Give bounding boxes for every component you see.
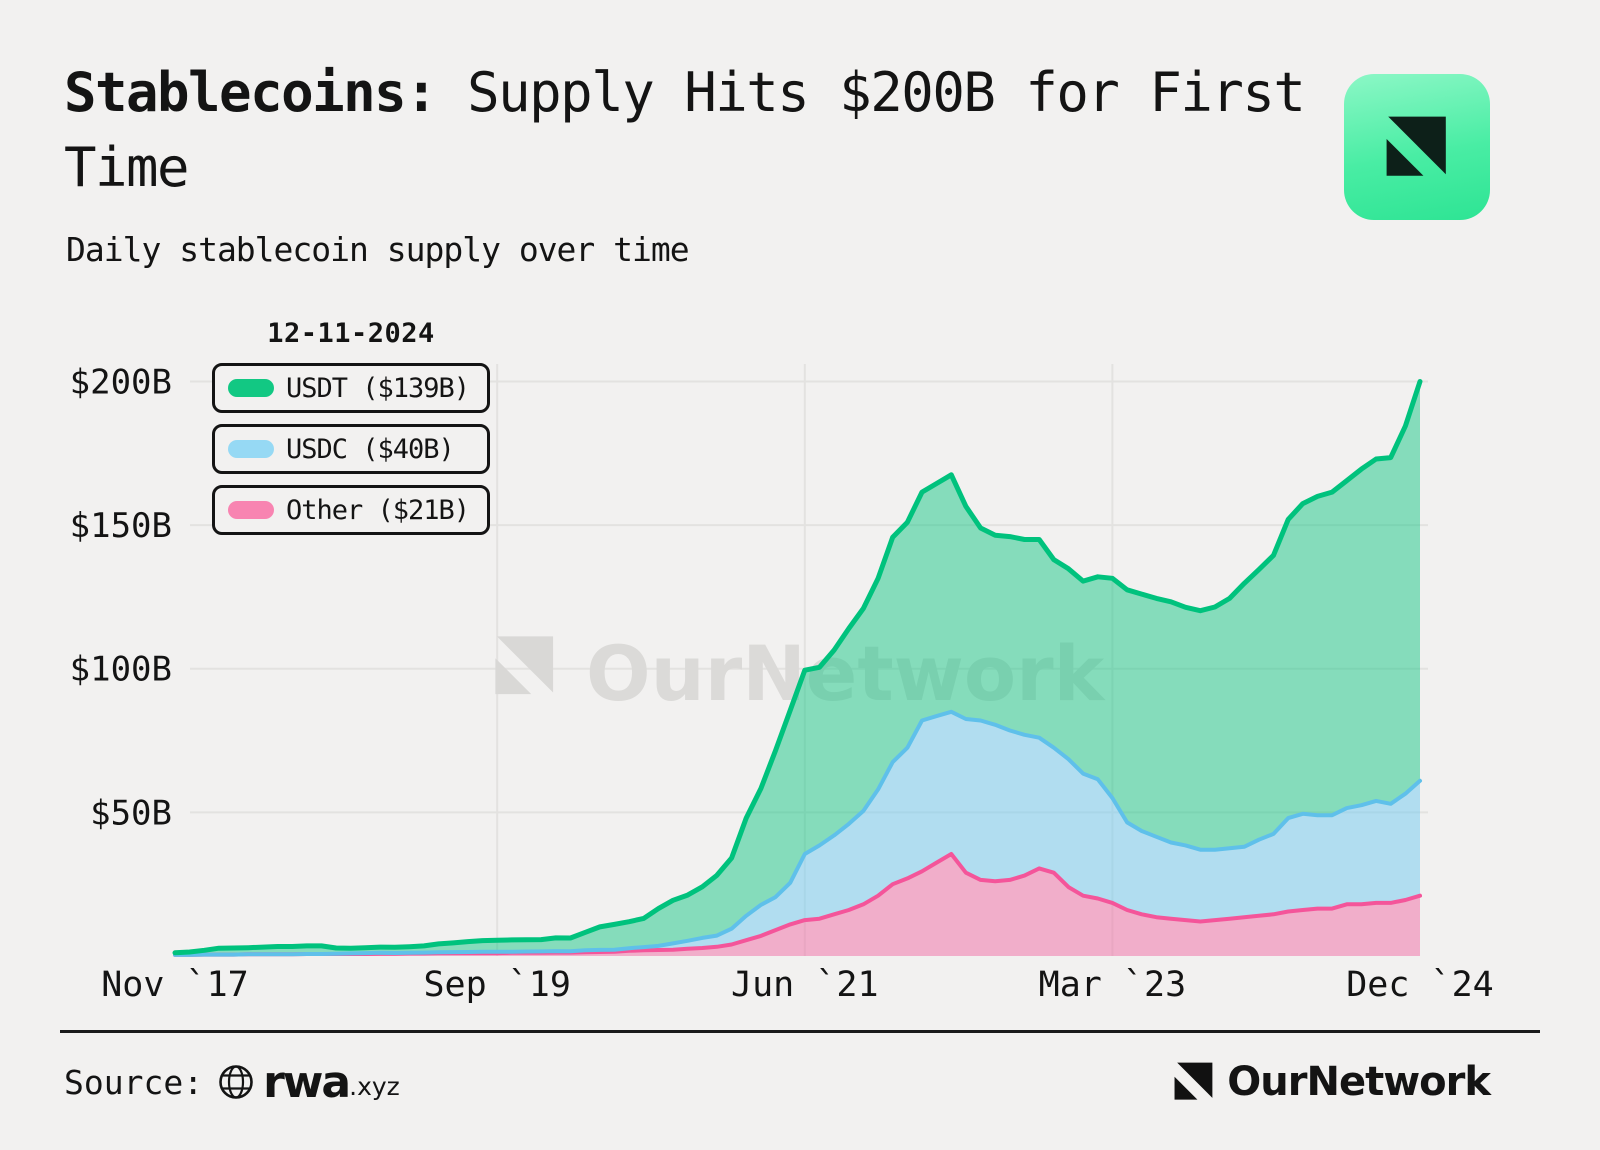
- svg-text:Sep `19: Sep `19: [423, 965, 571, 1005]
- stacked-area-bands: [172, 379, 1423, 957]
- axis-labels: $50B $100B $150B $200B Nov `17 Sep `19 Jun `21…: [70, 363, 1494, 1006]
- svg-text:Jun `21: Jun `21: [731, 965, 879, 1005]
- legend-item-usdt: USDT ($139B): [212, 363, 490, 413]
- ournetwork-footer-icon: [1174, 1062, 1213, 1100]
- source-attribution: Source: rwa .xyz: [64, 1056, 400, 1108]
- ournetwork-logo-badge: [1344, 74, 1490, 220]
- legend-date: 12-11-2024: [267, 318, 435, 349]
- source-label: Source:: [64, 1062, 204, 1102]
- svg-text:$100B: $100B: [70, 650, 172, 690]
- svg-text:$200B: $200B: [70, 363, 172, 403]
- title-rest: Supply Hits $200B for First Time: [64, 61, 1306, 199]
- usdt-swatch: [228, 379, 274, 397]
- title-emphasis: Stablecoins:: [64, 61, 438, 124]
- legend: 12-11-2024 USDT ($139B) USDC ($40B) Othe…: [212, 318, 490, 546]
- usdc-swatch: [228, 440, 274, 458]
- legend-item-usdc: USDC ($40B): [212, 424, 490, 474]
- svg-text:$150B: $150B: [70, 506, 172, 546]
- brand-wordmark: OurNetwork: [1227, 1059, 1491, 1105]
- svg-text:Mar `23: Mar `23: [1039, 965, 1187, 1005]
- other-label: Other ($21B): [286, 494, 470, 526]
- footer-divider: [60, 1030, 1540, 1033]
- other-swatch: [228, 501, 274, 519]
- svg-text:$50B: $50B: [90, 793, 172, 833]
- usdt-label: USDT ($139B): [286, 372, 470, 404]
- watermark-text: OurNetwork: [586, 629, 1106, 718]
- svg-text:Dec `24: Dec `24: [1346, 965, 1494, 1005]
- rwa-tld: .xyz: [349, 1072, 400, 1101]
- globe-icon: [219, 1065, 253, 1099]
- ournetwork-watermark-icon: [495, 636, 554, 695]
- brand-attribution: OurNetwork: [1171, 1056, 1491, 1108]
- usdc-label: USDC ($40B): [286, 433, 455, 465]
- page-title: Stablecoins: Supply Hits $200B for First…: [64, 56, 1314, 205]
- watermark: OurNetwork: [495, 629, 1106, 718]
- subtitle: Daily stablecoin supply over time: [66, 230, 690, 269]
- svg-text:Nov `17: Nov `17: [101, 965, 249, 1005]
- rwa-wordmark: rwa: [263, 1056, 351, 1108]
- ournetwork-logo-icon: [1386, 116, 1446, 176]
- legend-item-other: Other ($21B): [212, 485, 490, 535]
